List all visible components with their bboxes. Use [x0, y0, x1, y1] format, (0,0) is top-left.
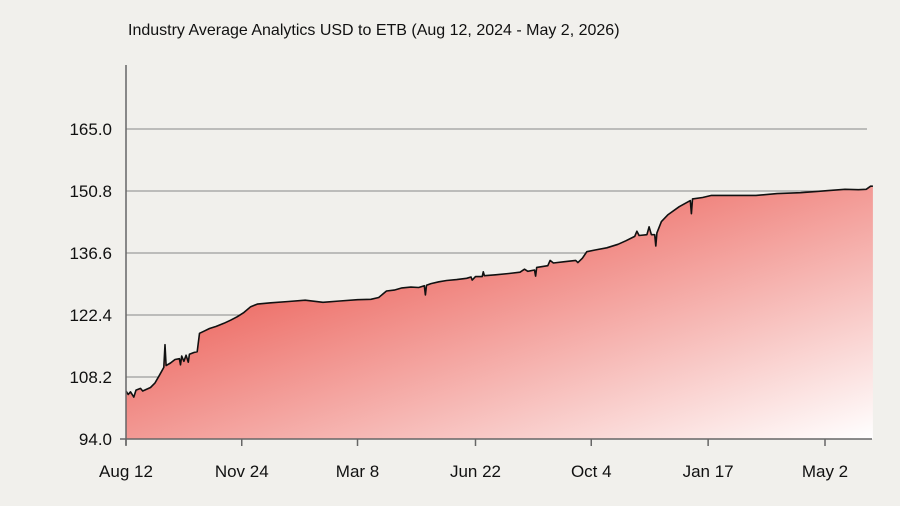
area-layer	[125, 185, 873, 439]
axis-layer	[120, 65, 872, 446]
chart-title: Industry Average Analytics USD to ETB (A…	[128, 22, 620, 39]
label-layer: 94.0 108.2 122.4 136.6 150.8 165.0 Aug 12 Nov 2…	[69, 120, 848, 481]
y-tick-label: 108.2	[69, 368, 112, 387]
y-tick-label: 136.6	[69, 244, 112, 263]
y-tick-label: 94.0	[79, 430, 112, 449]
x-tick-label: Jun 22	[450, 462, 501, 481]
y-tick-label: 165.0	[69, 120, 112, 139]
y-tick-label: 122.4	[69, 306, 112, 325]
y-tick-label: 150.8	[69, 182, 112, 201]
x-tick-label: Jan 17	[683, 462, 734, 481]
series-line	[125, 185, 873, 398]
area-fill	[126, 186, 873, 439]
x-tick-label: Mar 8	[336, 462, 379, 481]
x-tick-label: Aug 12	[99, 462, 153, 481]
x-tick-label: Oct 4	[571, 462, 612, 481]
x-tick-label: May 2	[802, 462, 848, 481]
x-tick-label: Nov 24	[215, 462, 269, 481]
